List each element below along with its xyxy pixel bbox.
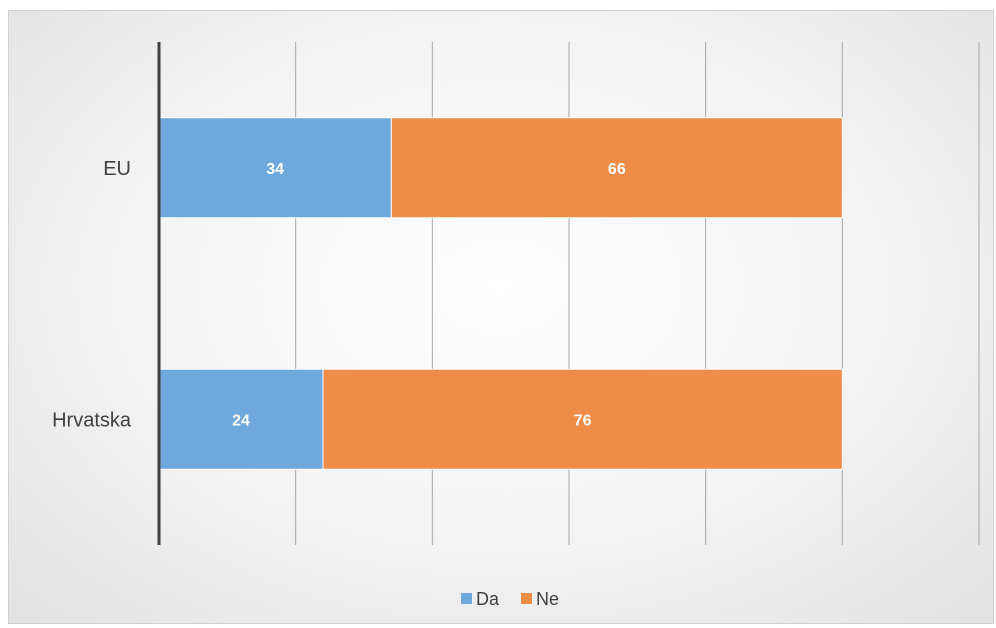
bar-da — [158, 368, 324, 470]
legend-swatch-da — [461, 593, 472, 604]
bar-ne — [390, 117, 843, 219]
chart-frame — [8, 10, 994, 624]
data-label: 76 — [574, 412, 592, 429]
bar-ne — [322, 368, 843, 470]
legend-label-ne: Ne — [536, 589, 559, 609]
category-label: Hrvatska — [52, 409, 132, 431]
legend-label-da: Da — [476, 589, 500, 609]
legend-swatch-ne — [521, 593, 532, 604]
data-label: 24 — [232, 412, 250, 429]
data-label: 66 — [608, 161, 626, 178]
data-label: 34 — [266, 161, 284, 178]
category-label: EU — [103, 158, 131, 180]
